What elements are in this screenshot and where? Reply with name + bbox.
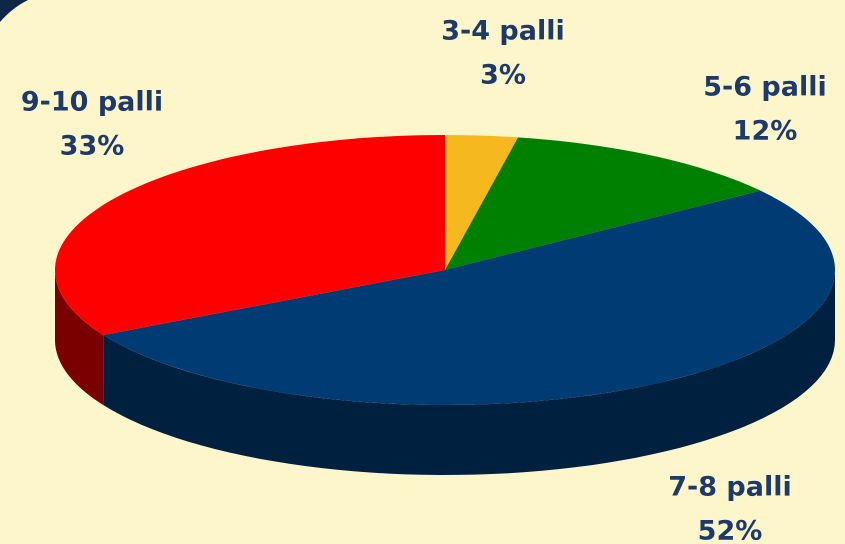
slice-value-label: 12% — [733, 116, 798, 147]
slice-value-label: 3% — [480, 60, 526, 91]
corner-decoration — [0, 0, 28, 22]
slice-value-label: 52% — [698, 516, 763, 544]
slice-label: 3-4 palli — [441, 16, 565, 47]
slice-side — [55, 270, 104, 406]
slice-label: 7-8 palli — [668, 472, 792, 503]
slice — [445, 137, 761, 270]
slice — [445, 135, 519, 270]
slice-label: 5-6 palli — [703, 72, 827, 103]
slice-side — [103, 270, 835, 475]
slice-label: 9-10 palli — [21, 87, 163, 118]
slice — [55, 135, 445, 336]
slice-value-label: 33% — [60, 131, 125, 162]
slice — [103, 190, 836, 406]
